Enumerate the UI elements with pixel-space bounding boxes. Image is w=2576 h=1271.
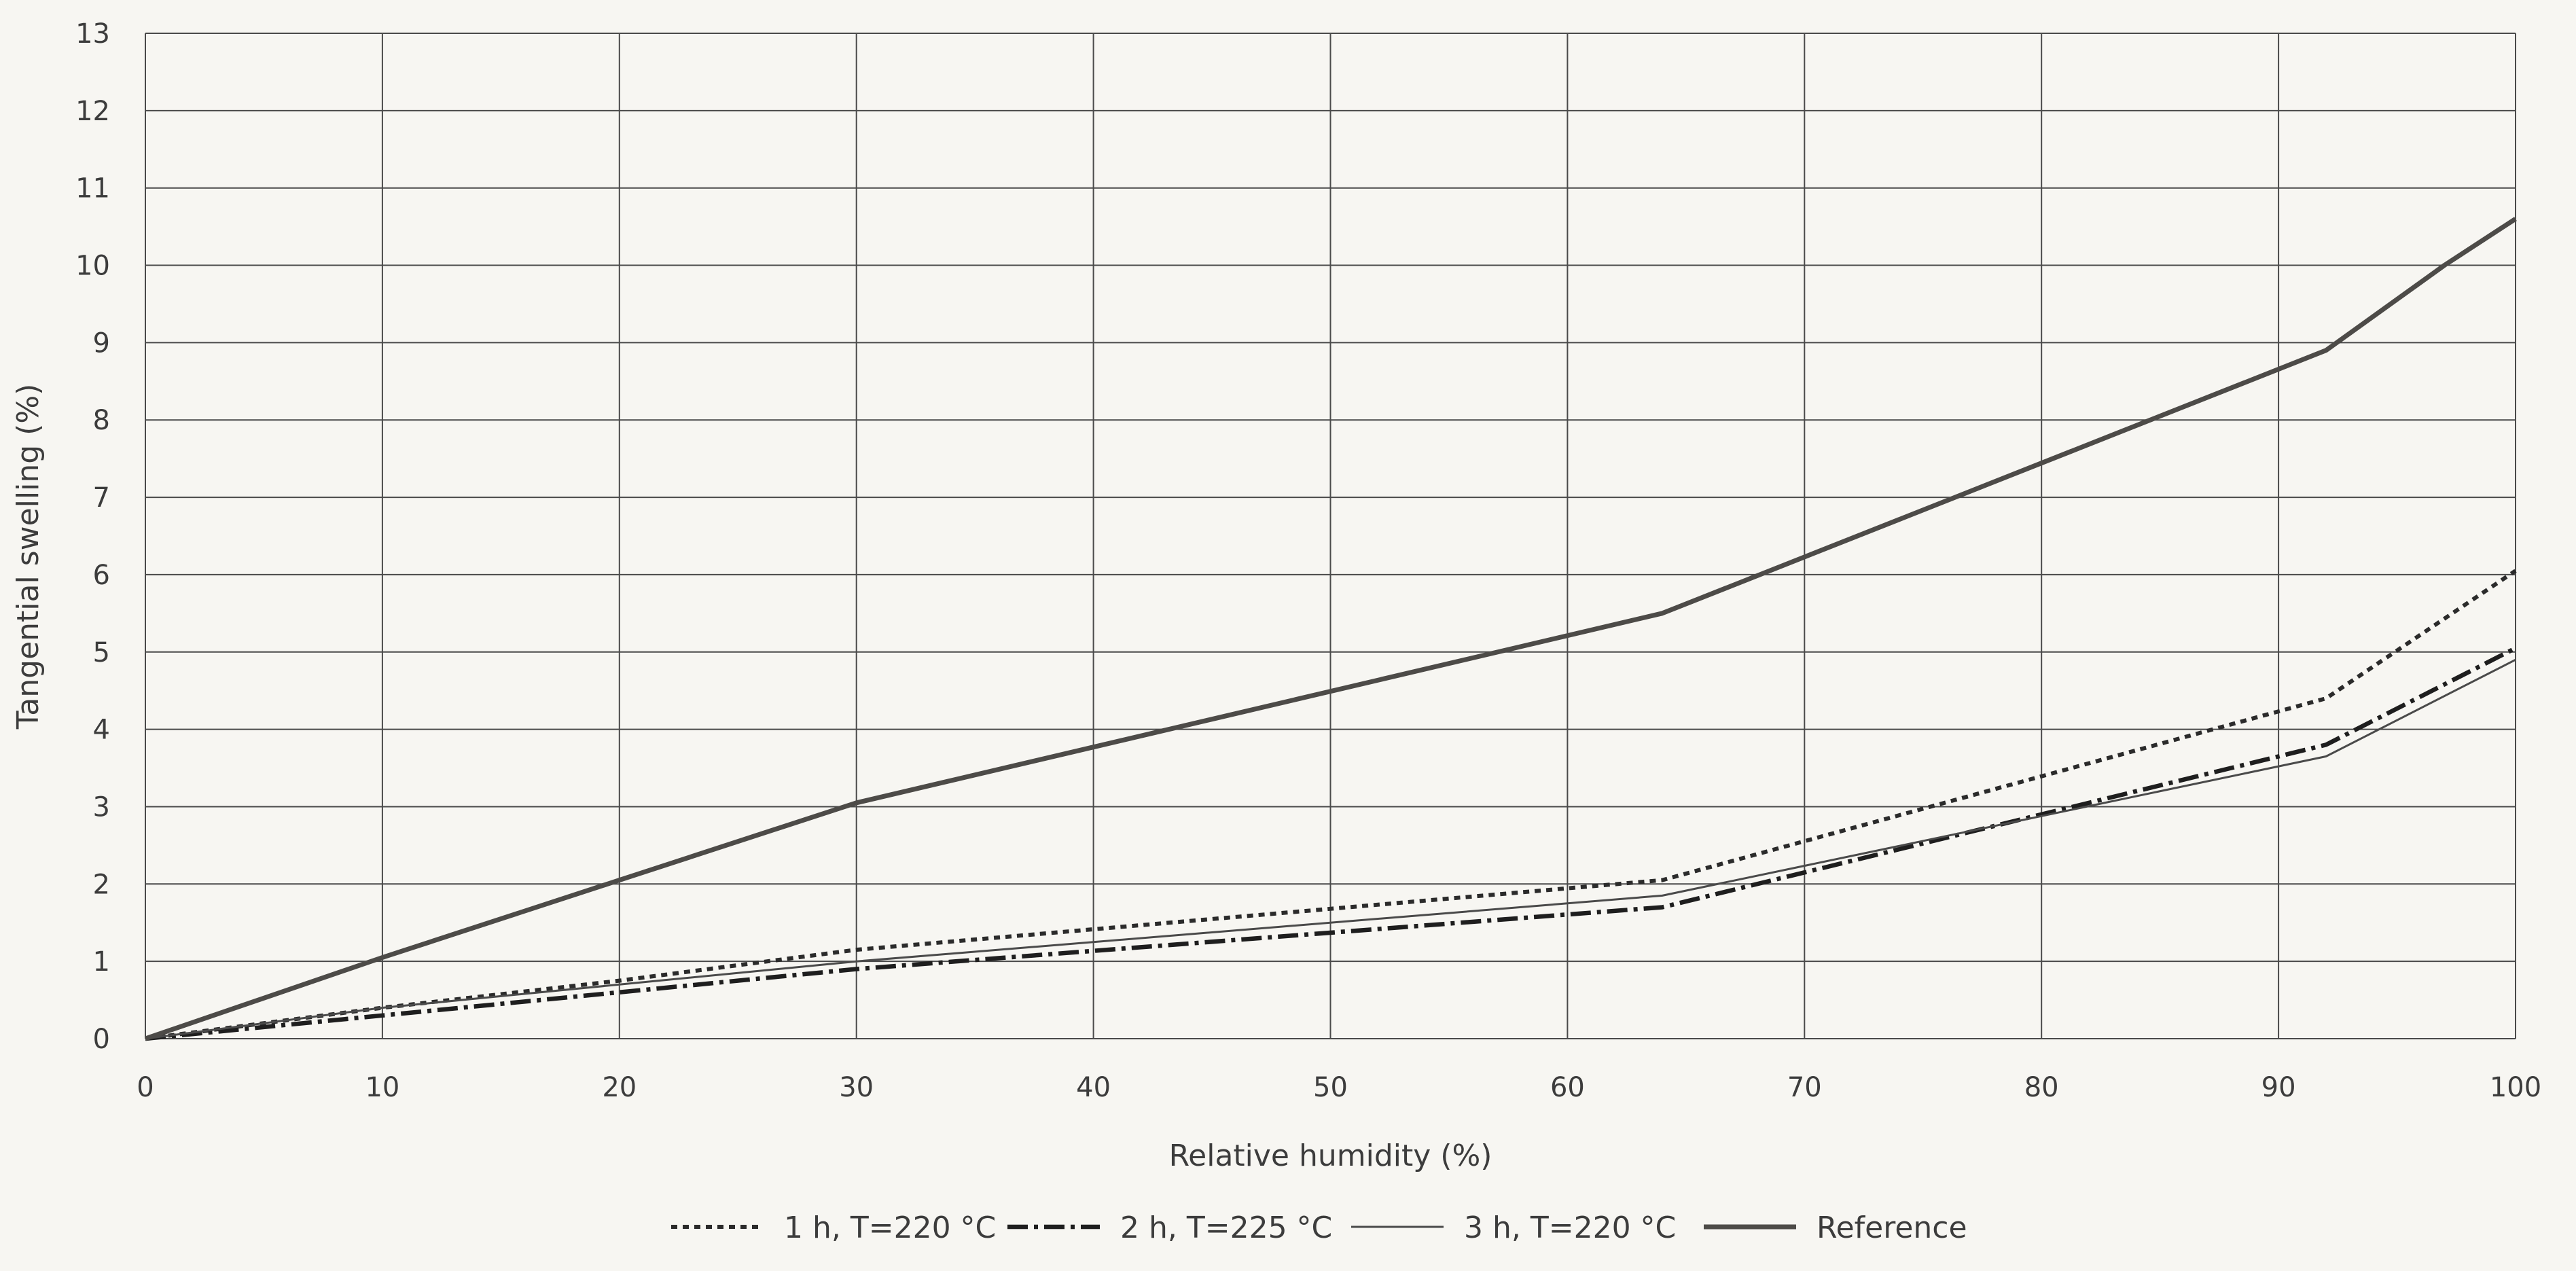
grid (145, 33, 2516, 1039)
y-tick-label: 5 (93, 637, 110, 668)
y-tick-label: 10 (75, 251, 110, 282)
y-tick-label: 0 (93, 1024, 110, 1055)
x-axis-title: Relative humidity (%) (1169, 1139, 1492, 1173)
y-tick-label: 6 (93, 560, 110, 591)
series-lines (144, 217, 2517, 1041)
x-tick-label: 90 (2261, 1072, 2296, 1103)
y-tick-label: 4 (93, 715, 110, 746)
y-tick-label: 7 (93, 482, 110, 514)
y-tick-label: 2 (93, 869, 110, 900)
legend-label: 1 h, T=220 °C (784, 1211, 996, 1245)
x-tick-label: 70 (1787, 1072, 1822, 1103)
series-line (145, 658, 2516, 1040)
legend-label: 2 h, T=225 °C (1120, 1211, 1332, 1245)
y-tick-label: 1 (93, 946, 110, 978)
series-line (145, 569, 2517, 1041)
x-tick-label: 50 (1313, 1072, 1348, 1103)
x-tick-label: 10 (365, 1072, 399, 1103)
x-tick-label: 100 (2490, 1072, 2541, 1103)
series-line (144, 217, 2517, 1041)
x-tick-label: 30 (839, 1072, 874, 1103)
legend: 1 h, T=220 °C 2 h, T=225 °C 3 h, T=220 °C R… (671, 1211, 1967, 1245)
y-axis-title: Tangential swelling (%) (11, 384, 46, 730)
x-tick-label: 60 (1550, 1072, 1585, 1103)
y-tick-label: 9 (93, 327, 110, 359)
y-tick-label: 13 (75, 18, 110, 50)
x-tick-label: 20 (602, 1072, 637, 1103)
y-tick-label: 3 (93, 791, 110, 823)
x-tick-label: 80 (2024, 1072, 2059, 1103)
legend-label: 3 h, T=220 °C (1464, 1211, 1676, 1245)
x-tick-label: 40 (1076, 1072, 1111, 1103)
x-tick-label: 0 (137, 1072, 154, 1103)
y-tick-label: 11 (75, 173, 110, 204)
y-tick-label: 12 (75, 96, 110, 127)
series-line (145, 646, 2517, 1041)
y-tick-label: 8 (93, 405, 110, 436)
legend-label: Reference (1817, 1211, 1967, 1245)
